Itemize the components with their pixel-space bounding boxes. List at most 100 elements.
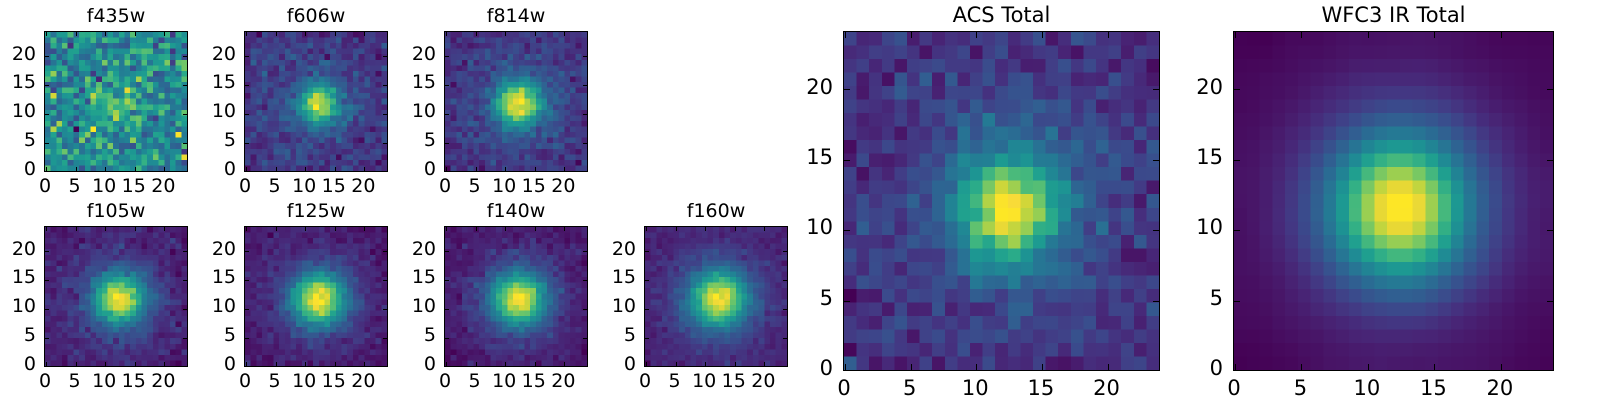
x-tick-label: 5 [468, 370, 481, 392]
y-tick-mark-right [183, 309, 187, 311]
panel-f814w: f814w 0 5 10 15 20 0 5 10 15 20 [412, 7, 588, 196]
y-tick-label: 20 [611, 237, 636, 260]
x-tick-mark-top [105, 227, 107, 231]
x-tick-label: 20 [151, 370, 176, 392]
y-tick-mark [445, 143, 449, 145]
x-tick-mark [475, 167, 477, 171]
heatmap-image [245, 227, 387, 366]
y-tick-mark [245, 309, 249, 311]
y-tick-label: 10 [806, 215, 833, 240]
heatmap-image [1234, 32, 1553, 370]
x-tick-mark [164, 167, 166, 171]
x-tick-mark-top [1434, 32, 1436, 38]
x-tick-label: 5 [468, 175, 481, 197]
panel-acs-total: ACS Total 0 5 10 15 20 0 5 10 15 20 [806, 5, 1160, 399]
x-tick-mark-top [734, 227, 736, 231]
x-tick-label: 0 [38, 175, 52, 197]
x-tick-mark [46, 362, 47, 366]
y-tick-label: 5 [623, 324, 636, 347]
y-tick-label: 15 [806, 144, 833, 169]
heatmap-axes [843, 31, 1160, 371]
x-tick-mark [534, 167, 536, 171]
y-tick-mark-right [783, 280, 787, 282]
heatmap-axes [444, 31, 588, 172]
x-tick-mark-top [364, 227, 366, 231]
x-tick-label: 15 [721, 370, 746, 392]
x-tick-mark-top [275, 227, 277, 231]
x-tick-mark-top [446, 32, 447, 36]
y-tick-mark-right [1547, 300, 1553, 302]
y-tick-mark-right [1153, 89, 1159, 91]
x-tick-mark [646, 362, 647, 366]
x-tick-label: 20 [551, 175, 576, 197]
panel-title: f140w [486, 200, 546, 222]
y-tick-label: 5 [23, 129, 36, 152]
x-tick-mark [564, 362, 566, 366]
y-tick-label: 20 [211, 42, 236, 65]
y-tick-label: 15 [211, 266, 236, 289]
y-tick-mark [45, 251, 49, 253]
x-tick-mark-top [976, 32, 978, 38]
x-tick-mark [364, 167, 366, 171]
y-tick-mark-right [583, 143, 587, 145]
panel-f606w: f606w 0 5 10 15 20 0 5 10 15 20 [212, 7, 388, 196]
y-tick-label: 5 [23, 324, 36, 347]
y-tick-mark-right [183, 85, 187, 87]
y-tick-mark [1234, 159, 1240, 161]
y-tick-label: 20 [411, 42, 436, 65]
x-tick-mark-top [305, 227, 307, 231]
y-tick-mark [45, 114, 49, 116]
x-tick-mark [1367, 364, 1369, 370]
x-tick-mark-top [564, 32, 566, 36]
y-tick-label: 5 [819, 285, 833, 310]
x-tick-mark [134, 167, 136, 171]
heatmap-image [45, 32, 187, 171]
x-tick-mark-top [675, 227, 677, 231]
x-tick-mark-top [305, 32, 307, 36]
y-tick-mark [645, 309, 649, 311]
y-tick-mark [445, 114, 449, 116]
x-tick-mark [1235, 364, 1236, 370]
y-tick-label: 5 [423, 324, 436, 347]
y-tick-mark [45, 56, 49, 58]
y-tick-label: 0 [223, 353, 236, 376]
y-tick-mark [645, 338, 649, 340]
x-tick-mark-top [75, 227, 77, 231]
y-tick-mark [245, 251, 249, 253]
x-tick-mark-top [334, 227, 336, 231]
x-tick-label: 5 [668, 370, 681, 392]
x-tick-mark-top [134, 32, 136, 36]
x-tick-mark-top [134, 227, 136, 231]
y-tick-mark-right [1153, 300, 1159, 302]
x-tick-label: 0 [638, 370, 652, 392]
y-tick-label: 15 [411, 71, 436, 94]
y-tick-mark-right [383, 280, 387, 282]
x-tick-mark-top [75, 32, 77, 36]
x-tick-mark [305, 362, 307, 366]
x-tick-mark-top [1041, 32, 1043, 38]
y-tick-mark [1234, 300, 1240, 302]
x-tick-label: 5 [68, 370, 81, 392]
y-tick-label: 0 [23, 158, 36, 181]
x-tick-label: 0 [837, 376, 851, 400]
panel-f125w: f125w 0 5 10 15 20 0 5 10 15 20 [212, 202, 388, 391]
heatmap-image [445, 227, 587, 366]
heatmap-image [245, 32, 387, 171]
x-tick-label: 15 [521, 175, 546, 197]
x-tick-label: 5 [1293, 376, 1308, 400]
x-tick-mark [534, 362, 536, 366]
y-tick-label: 0 [423, 158, 436, 181]
y-tick-label: 0 [623, 353, 636, 376]
x-tick-mark-top [705, 227, 707, 231]
x-tick-label: 10 [92, 370, 117, 392]
y-tick-mark [45, 85, 49, 87]
x-tick-mark-top [534, 32, 536, 36]
y-tick-label: 15 [1196, 144, 1223, 169]
y-tick-mark [445, 56, 449, 58]
y-tick-label: 0 [819, 356, 833, 381]
y-tick-mark-right [583, 309, 587, 311]
y-tick-mark-right [183, 338, 187, 340]
x-tick-mark-top [246, 227, 247, 231]
x-tick-mark-top [475, 32, 477, 36]
